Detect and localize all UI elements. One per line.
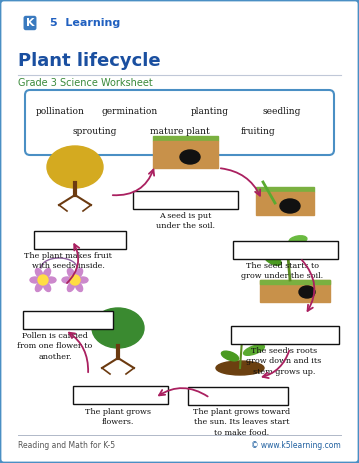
Bar: [73, 386, 168, 404]
Text: seedling: seedling: [263, 107, 301, 117]
Text: © www.k5learning.com: © www.k5learning.com: [251, 441, 341, 450]
Text: germination: germination: [102, 107, 158, 117]
Text: 5  Learning: 5 Learning: [50, 18, 120, 28]
Bar: [260, 280, 330, 284]
Text: The seed's roots
grow down and its
stem grows up.: The seed's roots grow down and its stem …: [246, 347, 322, 376]
Ellipse shape: [47, 146, 103, 188]
Ellipse shape: [293, 244, 313, 257]
Ellipse shape: [43, 269, 51, 278]
Text: Plant lifecycle: Plant lifecycle: [18, 52, 160, 70]
Text: sprouting: sprouting: [73, 126, 117, 136]
Ellipse shape: [299, 286, 315, 298]
Ellipse shape: [75, 282, 83, 292]
Text: The plant grows
flowers.: The plant grows flowers.: [85, 408, 151, 426]
Bar: [153, 136, 218, 141]
Ellipse shape: [289, 236, 307, 244]
Text: mature plant: mature plant: [150, 126, 210, 136]
Ellipse shape: [222, 351, 239, 361]
Bar: [23, 311, 113, 329]
Text: The plant makes fruit
with seeds inside.: The plant makes fruit with seeds inside.: [24, 252, 112, 270]
Text: Pollen is carried
from one flower to
another.: Pollen is carried from one flower to ano…: [17, 332, 93, 361]
Ellipse shape: [67, 269, 75, 278]
Text: Grade 3 Science Worksheet: Grade 3 Science Worksheet: [18, 78, 153, 88]
Bar: [260, 280, 330, 302]
Ellipse shape: [62, 277, 72, 283]
Bar: [233, 241, 337, 259]
Ellipse shape: [78, 277, 88, 283]
Text: planting: planting: [191, 107, 229, 117]
Ellipse shape: [30, 277, 40, 283]
Text: K: K: [26, 18, 34, 28]
Ellipse shape: [75, 269, 83, 278]
Ellipse shape: [216, 361, 264, 375]
Bar: [231, 326, 339, 344]
Bar: [153, 141, 218, 168]
Bar: [256, 192, 314, 215]
Ellipse shape: [180, 150, 200, 164]
Text: pollination: pollination: [36, 107, 84, 117]
Ellipse shape: [36, 269, 43, 278]
Text: A seed is put
under the soil.: A seed is put under the soil.: [155, 212, 214, 231]
Text: The plant grows toward
the sun. Its leaves start
to make food.: The plant grows toward the sun. Its leav…: [194, 408, 290, 437]
Ellipse shape: [43, 282, 51, 292]
Bar: [34, 231, 126, 249]
Bar: [188, 387, 288, 405]
Ellipse shape: [46, 277, 56, 283]
Ellipse shape: [265, 255, 281, 265]
Circle shape: [38, 275, 48, 285]
Ellipse shape: [67, 282, 75, 292]
FancyBboxPatch shape: [25, 90, 334, 155]
Circle shape: [70, 275, 80, 285]
Bar: [132, 191, 238, 209]
Text: Reading and Math for K-5: Reading and Math for K-5: [18, 441, 115, 450]
Ellipse shape: [36, 282, 43, 292]
Bar: [256, 187, 314, 192]
Text: The seed starts to
grow under the soil.: The seed starts to grow under the soil.: [241, 262, 323, 281]
Ellipse shape: [280, 199, 300, 213]
Text: fruiting: fruiting: [241, 126, 275, 136]
Ellipse shape: [92, 308, 144, 348]
Ellipse shape: [243, 344, 265, 355]
